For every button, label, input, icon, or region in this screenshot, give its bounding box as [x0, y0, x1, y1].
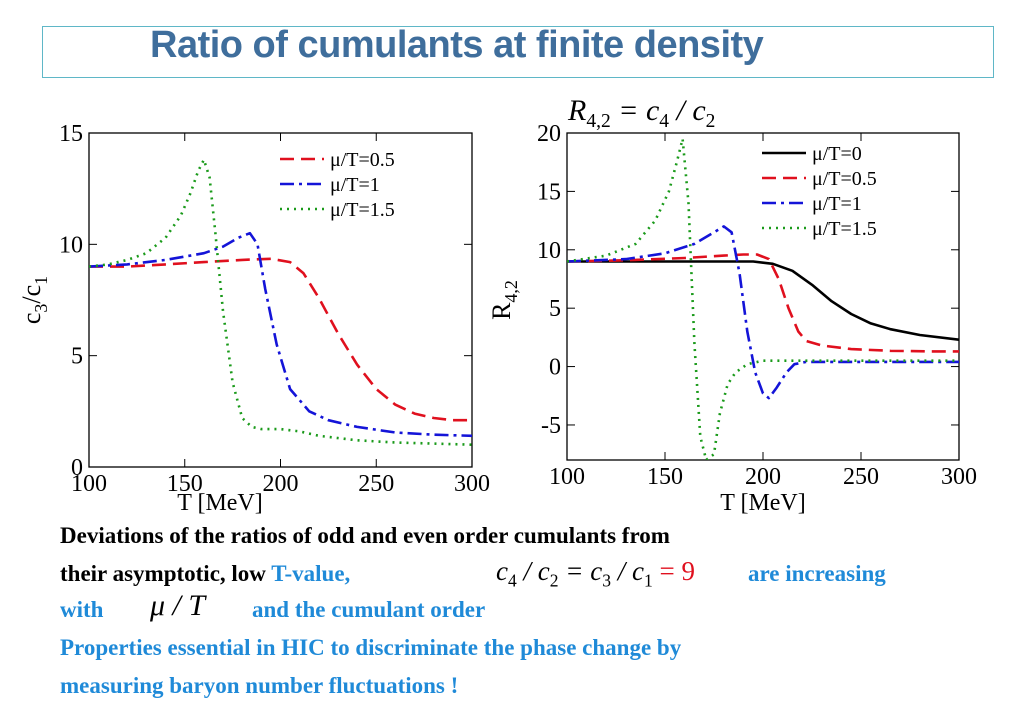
- plot-frame: [566, 132, 960, 461]
- x-tick-label: 250: [843, 464, 879, 490]
- x-tick-label: 100: [549, 464, 585, 490]
- legend-label: μ/T=1: [330, 174, 380, 196]
- rf-d: / c: [611, 556, 644, 586]
- x-axis-label: T [MeV]: [177, 490, 263, 516]
- y-axis-label-part: 1: [31, 276, 51, 285]
- text-line-2-blue: T-value,: [271, 561, 351, 586]
- x-tick-label: 150: [167, 471, 203, 497]
- text-line-4: Properties essential in HIC to discrimin…: [60, 635, 682, 660]
- x-tick-label: 100: [71, 471, 107, 497]
- series-line: [567, 137, 959, 460]
- text-line-3-b: and the cumulant order: [252, 597, 486, 622]
- y-axis-label-part: /c: [17, 285, 46, 304]
- x-tick-label: 300: [454, 471, 490, 497]
- x-tick-label: 150: [647, 464, 683, 490]
- text-line-2-tail: are increasing: [748, 561, 886, 586]
- legend-label: μ/T=0.5: [330, 149, 395, 171]
- r42-formula: R4,2 = c4 / c2: [568, 94, 715, 133]
- title-frame: [42, 26, 994, 78]
- y-tick-label: 15: [59, 121, 83, 147]
- slide-title: Ratio of cumulants at finite density: [150, 24, 764, 66]
- formula-r-sub: 4,2: [586, 111, 611, 132]
- mu-over-t-formula: μ / T: [150, 589, 206, 622]
- x-tick-label: 300: [941, 464, 977, 490]
- legend-label: μ/T=0: [812, 143, 862, 165]
- y-tick-label: 15: [537, 179, 561, 205]
- chart-r42: 100 150 200 250 300 -5 0 5 10 15 20 T [MeV] R4,2 μ/T=…: [487, 121, 977, 516]
- y-tick-label: 5: [71, 344, 83, 370]
- rf-a-sub: 4: [507, 570, 517, 591]
- series-line: [567, 253, 959, 353]
- y-axis-label: R4,2: [487, 280, 521, 320]
- x-tick-label: 250: [358, 471, 394, 497]
- legend-label: μ/T=1.5: [812, 218, 877, 240]
- y-tick-label: 10: [537, 238, 561, 264]
- text-line-1: Deviations of the ratios of odd and even…: [60, 523, 670, 548]
- y-tick-label: 10: [59, 232, 83, 258]
- y-axis-label-part: 3: [31, 304, 51, 313]
- series-line: [89, 231, 472, 438]
- rf-c: = c: [558, 556, 603, 586]
- formula-c4-sub: 4: [659, 111, 670, 132]
- y-tick-label: 5: [549, 296, 561, 322]
- y-axis-label-part: 4,2: [501, 280, 521, 303]
- legend-label: μ/T=1: [812, 193, 862, 215]
- rf-b: / c: [516, 556, 550, 586]
- series-line: [567, 260, 959, 341]
- y-axis-label-part: R: [487, 302, 516, 320]
- formula-slash: / c: [669, 94, 706, 127]
- formula-c2-sub: 2: [705, 111, 716, 132]
- x-axis-label: T [MeV]: [720, 490, 806, 516]
- y-tick-label: 20: [537, 121, 561, 147]
- y-axis-label: c3/c1: [17, 276, 51, 324]
- y-tick-label: 0: [549, 355, 561, 381]
- rf-d-sub: 1: [644, 570, 653, 591]
- x-tick-label: 200: [745, 464, 781, 490]
- rf-c-sub: 3: [602, 570, 611, 591]
- x-tick-label: 200: [263, 471, 299, 497]
- series-line: [567, 225, 959, 400]
- series-line: [89, 257, 472, 422]
- formula-eq: = c: [610, 94, 660, 127]
- rf-a: c: [496, 556, 508, 586]
- legend-label: μ/T=0.5: [812, 168, 877, 190]
- text-line-5: measuring baryon number fluctuations !: [60, 673, 459, 698]
- text-line-3-a: with: [60, 597, 104, 622]
- series-line: [89, 158, 472, 446]
- ratio-formula: c4 / c2 = c3 / c1 = 9: [496, 556, 695, 591]
- rf-equals-nine: = 9: [652, 556, 695, 586]
- text-line-2-black: their asymptotic, low: [60, 561, 272, 586]
- y-axis-label-part: c: [17, 313, 46, 325]
- text-line-2: their asymptotic, low T-value,: [60, 561, 350, 587]
- legend-label: μ/T=1.5: [330, 199, 395, 221]
- chart-c3-c1: 100 150 200 250 300 0 5 10 15 T [MeV] c3/c1 μ/T=0.5…: [17, 121, 490, 516]
- y-tick-label: 0: [71, 455, 83, 481]
- y-tick-label: -5: [541, 413, 561, 439]
- formula-r: R: [568, 94, 587, 127]
- rf-b-sub: 2: [549, 570, 559, 591]
